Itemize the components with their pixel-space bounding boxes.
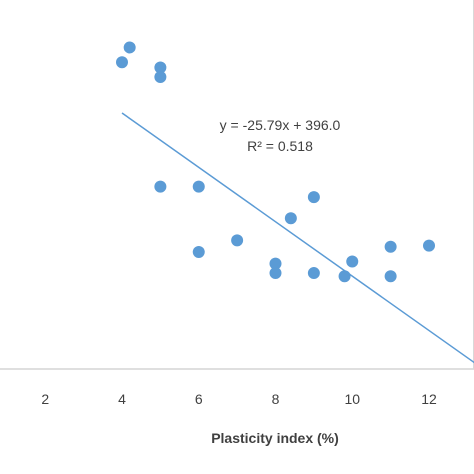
data-point bbox=[384, 240, 397, 253]
data-point bbox=[154, 70, 167, 83]
data-point bbox=[284, 212, 297, 225]
data-point bbox=[269, 267, 282, 280]
data-point bbox=[154, 180, 167, 193]
x-axis-title: Plasticity index (%) bbox=[211, 430, 339, 446]
data-point bbox=[384, 270, 397, 283]
data-points-layer bbox=[116, 41, 435, 283]
data-point bbox=[307, 267, 320, 280]
data-point bbox=[346, 255, 359, 268]
r-squared-label: R² = 0.518 bbox=[247, 138, 313, 154]
data-point bbox=[123, 41, 136, 54]
x-tick-label: 2 bbox=[41, 391, 49, 407]
data-point bbox=[231, 234, 244, 247]
data-point bbox=[192, 245, 205, 258]
data-point bbox=[423, 239, 435, 252]
x-tick-label: 4 bbox=[118, 391, 126, 407]
data-point bbox=[154, 61, 167, 74]
data-point bbox=[338, 270, 351, 283]
data-point bbox=[116, 56, 128, 69]
x-tick-label: 10 bbox=[344, 391, 360, 407]
data-point bbox=[307, 191, 320, 204]
data-point bbox=[269, 257, 282, 270]
x-tick-label: 8 bbox=[272, 391, 280, 407]
x-tick-label: 6 bbox=[195, 391, 203, 407]
data-point bbox=[192, 180, 205, 193]
trendline-equation: y = -25.79x + 396.0 bbox=[220, 117, 341, 133]
x-tick-label: 12 bbox=[421, 391, 437, 407]
trendline-layer bbox=[121, 112, 474, 364]
x-tick-labels: 2 4 6 8 10 12 bbox=[41, 391, 437, 407]
trendline bbox=[121, 112, 474, 364]
